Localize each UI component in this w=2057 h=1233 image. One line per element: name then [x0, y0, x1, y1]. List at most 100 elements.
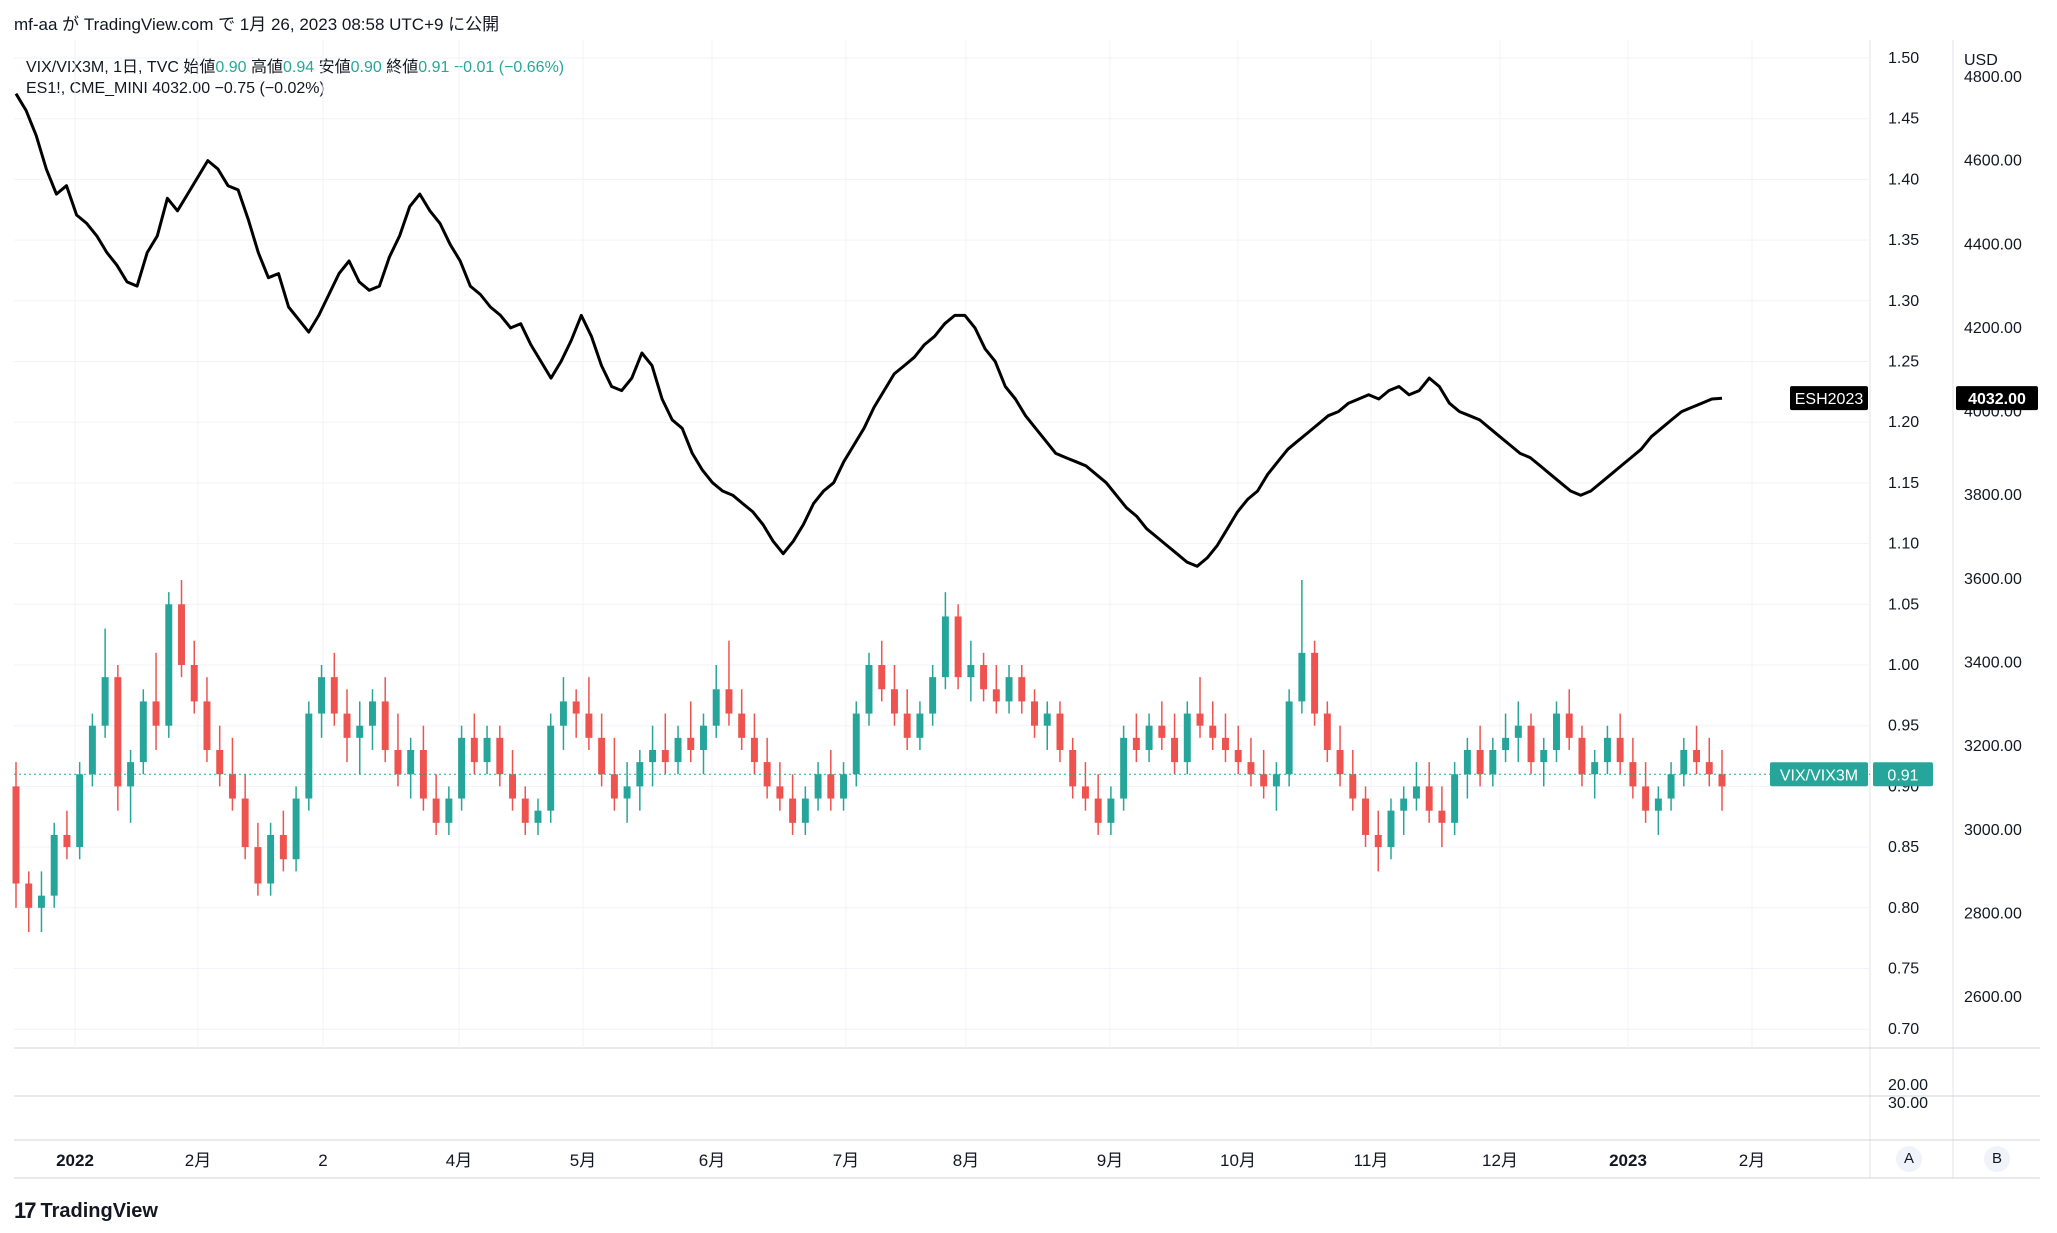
candle-body — [369, 701, 376, 726]
candle-body — [25, 883, 33, 908]
time-axis-tick: 2月 — [1739, 1151, 1765, 1170]
candle-body — [1005, 677, 1013, 702]
candle-body — [1196, 713, 1204, 726]
right-axis-tick: 3800.00 — [1964, 487, 2022, 504]
candle-body — [1056, 713, 1064, 750]
candle-body — [1298, 652, 1306, 702]
candle-body — [1591, 762, 1599, 775]
candle-body — [814, 774, 822, 799]
candle-body — [852, 713, 860, 775]
right-axis-tick: 3600.00 — [1964, 571, 2022, 588]
time-axis-tick: 7月 — [833, 1151, 859, 1170]
vix-candles — [12, 580, 1726, 933]
candle-body — [88, 725, 96, 775]
candle-body — [305, 713, 313, 799]
legend-vix-ratio: VIX/VIX3M, 1日, TVC 始値0.90 高値0.94 安値0.90 … — [26, 59, 565, 76]
candle-body — [521, 798, 529, 823]
candle-body — [661, 749, 669, 763]
right-axis-tick: 3000.00 — [1964, 822, 2022, 839]
candle-body — [407, 749, 415, 775]
candle-body — [165, 604, 173, 726]
candle-body — [1336, 749, 1344, 775]
candle-body — [1349, 774, 1357, 799]
candle-body — [483, 737, 491, 763]
candle-body — [1476, 749, 1484, 775]
left-axis-tick: 0.75 — [1888, 961, 1919, 978]
candle-body — [649, 749, 657, 763]
candle-body — [1642, 786, 1650, 811]
candle-body — [1247, 762, 1255, 775]
candle-body — [903, 713, 911, 738]
time-axis-tick: 2022 — [56, 1151, 94, 1170]
candle-body — [1553, 713, 1560, 750]
candle-body — [547, 725, 555, 811]
candle-body — [1285, 701, 1293, 775]
lower-pane-tick: 20.00 — [1888, 1077, 1928, 1094]
right-axis-tick: 4800.00 — [1964, 69, 2022, 86]
candle-body — [76, 774, 84, 848]
candle-body — [343, 713, 351, 738]
candle-body — [1145, 725, 1153, 750]
legend-value: 4032.00 — [152, 80, 211, 97]
candle-body — [763, 762, 771, 787]
candle-body — [37, 895, 45, 908]
candle-body — [279, 834, 287, 860]
candle-body — [1171, 737, 1179, 763]
candle-body — [585, 713, 593, 738]
publish-header: mf-aa が TradingView.com で 1月 26, 2023 08… — [14, 15, 500, 34]
candle-body — [241, 798, 249, 848]
candle-body — [980, 665, 988, 690]
candle-body — [1603, 737, 1611, 763]
legend-symbol-name[interactable]: ES1!, CME_MINI — [26, 80, 148, 97]
candle-body — [1120, 737, 1128, 799]
candle-body — [1565, 713, 1573, 738]
candle-body — [827, 774, 835, 799]
legend-symbol-name[interactable]: VIX/VIX3M, 1日, TVC — [26, 59, 179, 76]
legend-change: −0.01 (−0.66%) — [453, 59, 565, 76]
lower-pane-tick: 30.00 — [1888, 1095, 1928, 1112]
candle-body — [738, 713, 746, 738]
candle-body — [1502, 737, 1510, 750]
candle-body — [114, 677, 122, 787]
candle-body — [1362, 798, 1369, 835]
candle-body — [203, 701, 211, 750]
vix-price-label-bg — [1873, 762, 1933, 787]
time-axis-tick: 2023 — [1609, 1151, 1647, 1170]
candle-body — [12, 786, 20, 884]
candle-body — [1425, 786, 1433, 811]
right-axis-tick: 3200.00 — [1964, 738, 2022, 755]
candle-body — [789, 798, 797, 823]
candle-body — [1693, 749, 1701, 763]
candle-body — [1158, 725, 1166, 738]
candle-body — [432, 798, 440, 823]
candle-body — [534, 810, 542, 823]
candle-body — [356, 725, 364, 738]
auto-scale-button[interactable]: A — [1896, 1146, 1922, 1172]
candle-body — [445, 798, 453, 823]
candle-body — [1680, 749, 1688, 775]
candle-body — [1209, 725, 1217, 738]
legend-change: −0.75 (−0.02%) — [214, 80, 325, 97]
candle-body — [1718, 774, 1726, 787]
candle-body — [1616, 737, 1624, 763]
log-scale-button[interactable]: B — [1984, 1146, 2010, 1172]
candle-body — [1031, 701, 1038, 726]
candle-body — [216, 749, 224, 775]
left-axis-tick: 0.70 — [1888, 1021, 1919, 1038]
candle-body — [292, 798, 300, 860]
candle-body — [687, 737, 695, 750]
es-symbol-label: ESH2023 — [1795, 391, 1864, 408]
left-axis-tick: 1.05 — [1888, 596, 1919, 613]
right-axis-tick: 4400.00 — [1964, 236, 2022, 253]
candle-body — [1578, 737, 1586, 775]
tradingview-footer: 17 TradingView — [14, 1198, 158, 1224]
candle-body — [1234, 749, 1242, 763]
candle-body — [1527, 725, 1535, 763]
time-axis-tick: 12月 — [1482, 1151, 1518, 1170]
candle-body — [139, 701, 147, 763]
candle-body — [1540, 749, 1548, 763]
candle-body — [381, 701, 389, 750]
candle-body — [610, 774, 618, 799]
candle-body — [1451, 774, 1459, 823]
